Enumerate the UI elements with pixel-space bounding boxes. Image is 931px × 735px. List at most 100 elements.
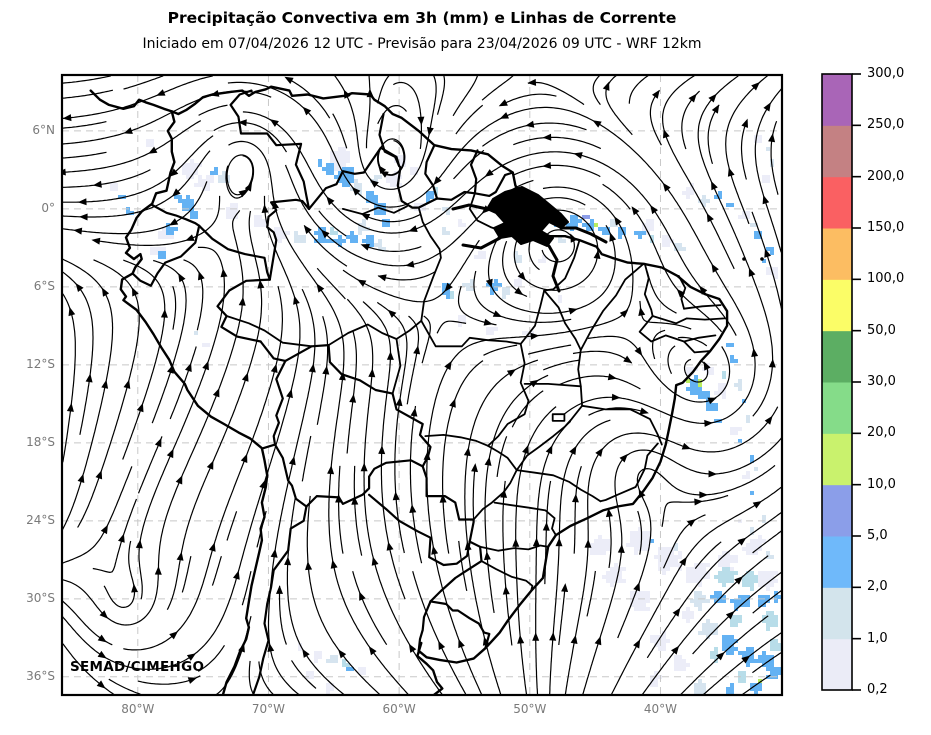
geography-layer xyxy=(89,85,764,695)
colorbar-tick-label: 0,2 xyxy=(867,682,888,697)
coastline xyxy=(89,85,534,233)
river xyxy=(559,226,608,244)
precip-cells xyxy=(582,215,590,219)
country-border xyxy=(131,224,201,287)
state-border xyxy=(581,404,663,446)
state-border xyxy=(643,262,654,317)
country-border xyxy=(307,146,514,210)
state-border xyxy=(683,334,717,343)
coastline xyxy=(416,235,729,695)
state-border xyxy=(543,239,581,292)
state-border xyxy=(599,486,637,503)
country-border xyxy=(266,198,311,281)
river xyxy=(461,236,502,250)
lon-tick-label: 80°W xyxy=(121,702,155,716)
amazon-delta xyxy=(486,186,569,247)
country-border xyxy=(368,493,471,567)
country-border xyxy=(198,224,271,281)
country-border xyxy=(424,144,439,200)
colorbar-tick-label: 100,0 xyxy=(867,271,905,287)
colorbar-segment xyxy=(822,433,852,486)
colorbar-tick-label: 1,0 xyxy=(867,630,888,646)
colorbar-tick-label: 200,0 xyxy=(867,168,905,184)
state-border xyxy=(577,349,583,407)
streamline-layer xyxy=(62,75,782,695)
state-border xyxy=(651,315,726,325)
state-border xyxy=(487,343,530,447)
colorbar-tick-label: 10,0 xyxy=(867,476,896,492)
state-border xyxy=(480,560,534,592)
watermark-label: SEMAD/CIMEHGO xyxy=(70,659,205,675)
state-border xyxy=(424,434,489,447)
state-border xyxy=(225,315,313,348)
lat-tick-label: 6°N xyxy=(32,122,55,137)
lat-tick-label: 6°S xyxy=(33,278,55,293)
streamlines xyxy=(62,75,782,695)
colorbar-segment xyxy=(822,125,852,178)
river xyxy=(547,244,561,293)
lat-tick-label: 24°S xyxy=(26,512,55,527)
state-border xyxy=(417,206,442,322)
colorbar-segment xyxy=(822,484,852,537)
figure-title: Precipitação Convectiva em 3h (mm) e Lin… xyxy=(167,9,677,27)
lon-tick-label: 40°W xyxy=(643,702,678,716)
colorbar-tick-label: 2,0 xyxy=(867,579,888,595)
river xyxy=(451,203,489,211)
state-border xyxy=(677,275,687,310)
colorbar-tick-label: 250,0 xyxy=(867,117,905,133)
country-border xyxy=(216,278,271,343)
state-border xyxy=(420,319,522,348)
lat-tick-label: 0° xyxy=(41,200,55,215)
colorbar-segment xyxy=(822,536,852,588)
country-border xyxy=(429,540,483,603)
state-border xyxy=(523,383,582,388)
state-border xyxy=(472,469,518,521)
lat-tick-label: 30°S xyxy=(26,590,55,605)
country-border xyxy=(305,459,424,508)
colorbar-segment xyxy=(822,587,852,640)
colorbar-tick-label: 150,0 xyxy=(867,220,905,235)
state-border xyxy=(579,262,645,351)
state-border xyxy=(683,340,710,354)
colorbar-segment xyxy=(822,638,852,691)
country-border xyxy=(417,600,432,652)
state-border xyxy=(683,304,722,310)
colorbar-segment xyxy=(822,279,852,332)
colorbar xyxy=(821,73,861,691)
colorbar-segment xyxy=(822,228,852,280)
country-border xyxy=(272,359,287,446)
coastline xyxy=(119,110,269,695)
state-border xyxy=(327,323,402,395)
country-border xyxy=(251,505,308,695)
country-border xyxy=(273,443,308,508)
figure-subtitle: Iniciado em 07/04/2026 12 UTC - Previsão… xyxy=(142,36,702,52)
colorbar-tick-label: 30,0 xyxy=(867,374,896,389)
lon-tick-label: 50°W xyxy=(513,702,547,716)
state-border xyxy=(395,319,423,340)
country-border xyxy=(259,340,432,468)
colorbar-tick-label: 5,0 xyxy=(867,528,888,543)
state-border xyxy=(634,442,659,488)
state-border xyxy=(342,205,408,215)
lat-tick-label: 18°S xyxy=(26,434,55,449)
state-border xyxy=(487,444,518,471)
state-border xyxy=(515,404,583,471)
colorbar-tick-label: 300,0 xyxy=(867,66,905,81)
lon-tick-label: 60°W xyxy=(382,702,416,716)
state-border xyxy=(479,544,549,552)
colorbar-segment xyxy=(822,330,852,383)
colorbar-segment xyxy=(822,176,852,229)
lat-tick-label: 12°S xyxy=(26,356,55,371)
state-border xyxy=(515,469,602,503)
colorbar-segment xyxy=(822,382,852,434)
map-frame xyxy=(60,73,784,697)
colorbar-tick-label: 50,0 xyxy=(867,322,896,338)
country-border xyxy=(469,149,479,195)
colorbar-segment xyxy=(822,74,852,126)
island-dot xyxy=(760,257,764,261)
country-border xyxy=(262,443,277,450)
state-border xyxy=(493,501,557,536)
country-border xyxy=(151,203,201,227)
